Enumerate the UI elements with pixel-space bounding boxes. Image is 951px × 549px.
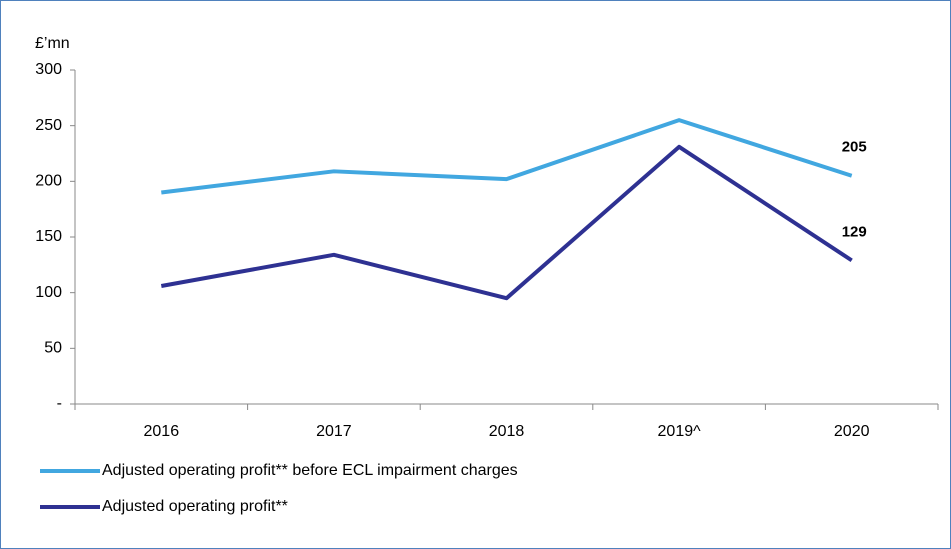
x-tick-label: 2019^: [658, 423, 702, 440]
y-tick-label: -: [57, 395, 62, 412]
data-label: 129: [842, 223, 867, 240]
x-tick-label: 2016: [144, 423, 180, 440]
y-tick-label: 50: [44, 340, 62, 357]
y-tick-label: 100: [35, 284, 62, 301]
series-line: [161, 118, 853, 195]
y-tick-label: 300: [35, 61, 62, 78]
y-axis-label: £’mn: [35, 35, 70, 52]
y-tick-label: 250: [35, 117, 62, 134]
legend-label: Adjusted operating profit** before ECL i…: [102, 462, 518, 479]
data-label: 205: [842, 139, 867, 156]
x-tick-label: 2020: [834, 423, 870, 440]
y-tick-label: 150: [35, 228, 62, 245]
legend-label: Adjusted operating profit**: [102, 498, 288, 515]
x-tick-label: 2018: [489, 423, 525, 440]
y-tick-label: 200: [35, 173, 62, 190]
series-line: [160, 144, 853, 301]
x-tick-label: 2017: [316, 423, 352, 440]
